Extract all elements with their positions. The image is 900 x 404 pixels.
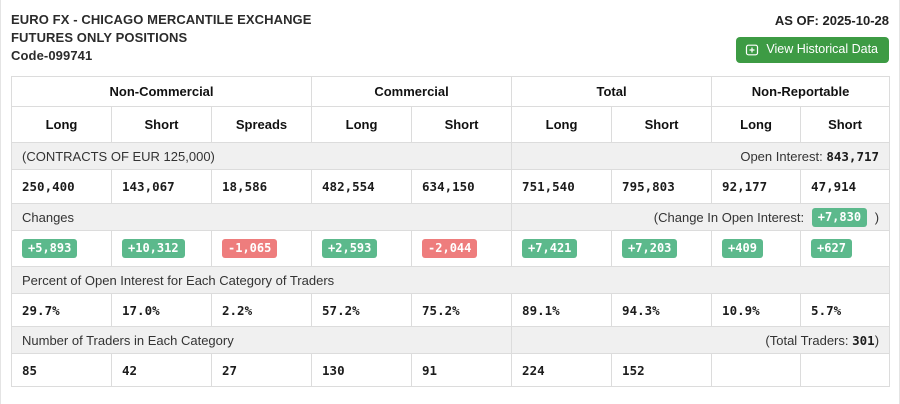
percent-cell: 10.9%: [711, 293, 802, 327]
percent-label-cell: Percent of Open Interest for Each Catego…: [10, 266, 891, 294]
change-cell: -1,065: [210, 230, 313, 267]
change-cell: +2,593: [311, 230, 413, 267]
group-header-total: Total: [511, 76, 713, 107]
total-traders-suffix: ): [874, 332, 880, 348]
open-interest-label: Open Interest:: [740, 148, 823, 164]
change-cell: -2,044: [411, 230, 513, 267]
position-cell: 634,150: [411, 169, 513, 204]
change-badge: +2,593: [322, 239, 378, 258]
change-oi-suffix: ): [874, 209, 880, 225]
change-badge: +7,203: [622, 239, 678, 258]
percents-row: 29.7% 17.0% 2.2% 57.2% 75.2% 89.1% 94.3%…: [11, 293, 891, 327]
traders-cell: 152: [611, 353, 713, 387]
column-header-long: Long: [511, 106, 613, 143]
traders-cell: 42: [111, 353, 212, 387]
traders-cell: 224: [511, 353, 613, 387]
percent-cell: 89.1%: [511, 293, 613, 327]
percent-cell: 5.7%: [800, 293, 891, 327]
cot-table: Non-Commercial Commercial Total Non-Repo…: [10, 76, 891, 387]
report-header: EURO FX - CHICAGO MERCANTILE EXCHANGE FU…: [1, 0, 899, 76]
column-header-spreads: Spreads: [210, 106, 313, 143]
report-title: EURO FX - CHICAGO MERCANTILE EXCHANGE FU…: [11, 11, 312, 65]
position-cell: 751,540: [511, 169, 613, 204]
position-cell: 18,586: [210, 169, 313, 204]
as-of-label: AS OF: 2025-10-28: [774, 13, 889, 28]
positions-row: 250,400 143,067 18,586 482,554 634,150 7…: [11, 169, 891, 204]
contracts-label-cell: (CONTRACTS OF EUR 125,000): [10, 142, 513, 170]
change-cell: +10,312: [111, 230, 212, 267]
group-header-row: Non-Commercial Commercial Total Non-Repo…: [10, 76, 891, 107]
percent-band-row: Percent of Open Interest for Each Catego…: [10, 266, 891, 294]
percent-cell: 2.2%: [210, 293, 313, 327]
position-cell: 250,400: [11, 169, 112, 204]
percent-cell: 94.3%: [611, 293, 713, 327]
group-header-commercial: Commercial: [311, 76, 513, 107]
change-cell: +409: [711, 230, 802, 267]
traders-row: 85 42 27 130 91 224 152: [11, 353, 891, 387]
change-oi-badge: +7,830: [811, 207, 868, 227]
total-traders-value: 301: [852, 332, 875, 348]
calendar-plus-icon: [745, 43, 759, 57]
traders-cell: 91: [411, 353, 513, 387]
position-cell: 795,803: [611, 169, 713, 204]
column-header-short: Short: [800, 106, 891, 143]
column-header-long: Long: [11, 106, 112, 143]
open-interest-value: 843,717: [826, 148, 880, 164]
change-badge: +409: [722, 239, 763, 258]
column-header-short: Short: [411, 106, 513, 143]
view-historical-data-label: View Historical Data: [766, 42, 878, 56]
change-oi-prefix: (Change In Open Interest:: [653, 209, 805, 225]
view-historical-data-button[interactable]: View Historical Data: [736, 37, 889, 63]
traders-cell: 85: [11, 353, 112, 387]
traders-cell: 27: [210, 353, 313, 387]
change-open-interest-cell: (Change In Open Interest: +7,830 ): [511, 203, 891, 231]
total-traders-prefix: (Total Traders:: [765, 332, 849, 348]
change-badge: -1,065: [222, 239, 278, 258]
percent-cell: 29.7%: [11, 293, 112, 327]
changes-label-cell: Changes: [10, 203, 513, 231]
column-header-short: Short: [111, 106, 212, 143]
change-badge: +5,893: [22, 239, 78, 258]
open-interest-cell: Open Interest: 843,717: [511, 142, 891, 170]
percent-cell: 17.0%: [111, 293, 212, 327]
traders-cell: [800, 353, 891, 387]
percent-cell: 75.2%: [411, 293, 513, 327]
change-badge: +7,421: [522, 239, 578, 258]
change-badge: -2,044: [422, 239, 478, 258]
report-code: Code-099741: [11, 48, 93, 63]
column-header-long: Long: [711, 106, 802, 143]
change-cell: +7,203: [611, 230, 713, 267]
change-badge: +10,312: [122, 239, 185, 258]
traders-cell: 130: [311, 353, 413, 387]
position-cell: 47,914: [800, 169, 891, 204]
change-cell: +5,893: [11, 230, 112, 267]
traders-band-row: Number of Traders in Each Category (Tota…: [10, 326, 891, 354]
column-header-long: Long: [311, 106, 413, 143]
column-header-short: Short: [611, 106, 713, 143]
traders-label-cell: Number of Traders in Each Category: [10, 326, 513, 354]
contracts-band-row: (CONTRACTS OF EUR 125,000) Open Interest…: [10, 142, 891, 170]
report-title-line1: EURO FX - CHICAGO MERCANTILE EXCHANGE: [11, 12, 312, 27]
change-cell: +7,421: [511, 230, 613, 267]
position-cell: 143,067: [111, 169, 212, 204]
total-traders-cell: (Total Traders: 301): [511, 326, 891, 354]
change-cell: +627: [800, 230, 891, 267]
percent-cell: 57.2%: [311, 293, 413, 327]
traders-cell: [711, 353, 802, 387]
header-right: AS OF: 2025-10-28 View Historical Data: [736, 11, 889, 63]
position-cell: 92,177: [711, 169, 802, 204]
group-header-non-commercial: Non-Commercial: [10, 76, 313, 107]
group-header-non-reportable: Non-Reportable: [711, 76, 891, 107]
changes-row: +5,893 +10,312 -1,065 +2,593 -2,044 +7,4…: [11, 230, 891, 267]
position-cell: 482,554: [311, 169, 413, 204]
column-header-row: Long Short Spreads Long Short Long Short…: [11, 106, 891, 143]
report-title-line2: FUTURES ONLY POSITIONS: [11, 30, 188, 45]
changes-band-row: Changes (Change In Open Interest: +7,830…: [10, 203, 891, 231]
change-badge: +627: [811, 239, 852, 258]
